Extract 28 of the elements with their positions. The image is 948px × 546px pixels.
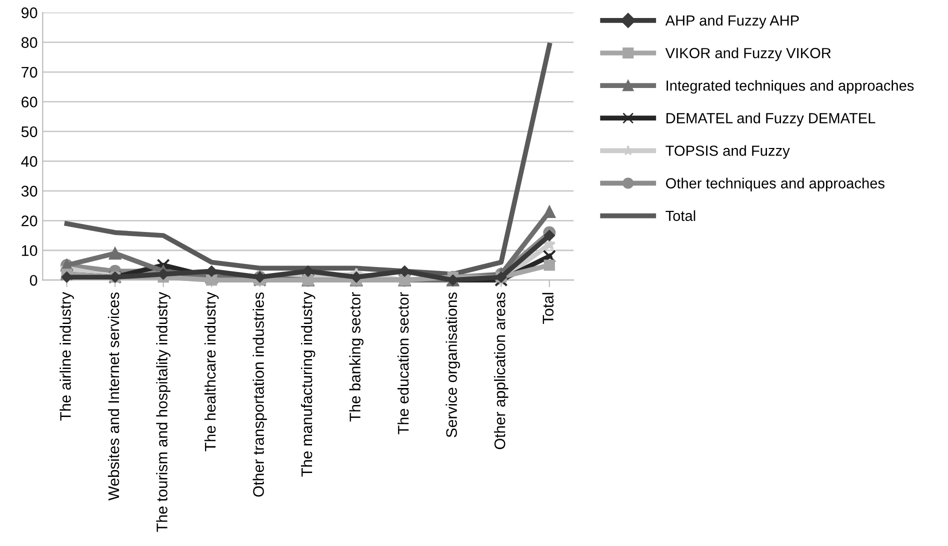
x-tick-label: The manufacturing industry [300, 292, 316, 477]
x-tick-label: Websites and Internet services [108, 292, 120, 500]
legend-label: AHP and Fuzzy AHP [665, 14, 799, 29]
y-tick-label: 70 [22, 66, 38, 78]
x-tick-label: Other transportation industries [252, 292, 267, 497]
x-tick-label: Service organisations [446, 292, 460, 438]
y-tick-label: 50 [21, 126, 38, 138]
legend-label: VIKOR and Fuzzy VIKOR [665, 48, 831, 62]
y-tick-label: 30 [21, 186, 38, 197]
y-tick-label: 90 [22, 7, 38, 18]
y-tick-label: 0 [30, 274, 38, 286]
x-tick-label: The education sector [398, 292, 409, 434]
legend-label: TOPSIS and Fuzzy [666, 145, 790, 159]
y-tick-label: 20 [22, 216, 38, 226]
legend-label: Total [666, 210, 696, 222]
y-tick-label: 80 [21, 37, 38, 48]
x-tick-label: Total [542, 292, 554, 324]
x-tick-label: The banking sector [349, 292, 364, 422]
legend-label: DEMATEL and Fuzzy DEMATEL [666, 112, 876, 126]
legend-label: Integrated techniques and approaches [666, 80, 914, 94]
legend-label: Other techniques and approaches [666, 178, 884, 192]
x-tick-label: The healthcare industry [204, 292, 219, 452]
x-tick-label: The tourism and hospitality industry [156, 292, 170, 532]
y-tick-label: 10 [22, 245, 38, 256]
y-tick-label: 60 [22, 96, 38, 108]
x-tick-label: Other application areas [494, 292, 508, 450]
x-tick-label: The airline industry [60, 292, 74, 421]
y-tick-label: 40 [21, 156, 38, 167]
